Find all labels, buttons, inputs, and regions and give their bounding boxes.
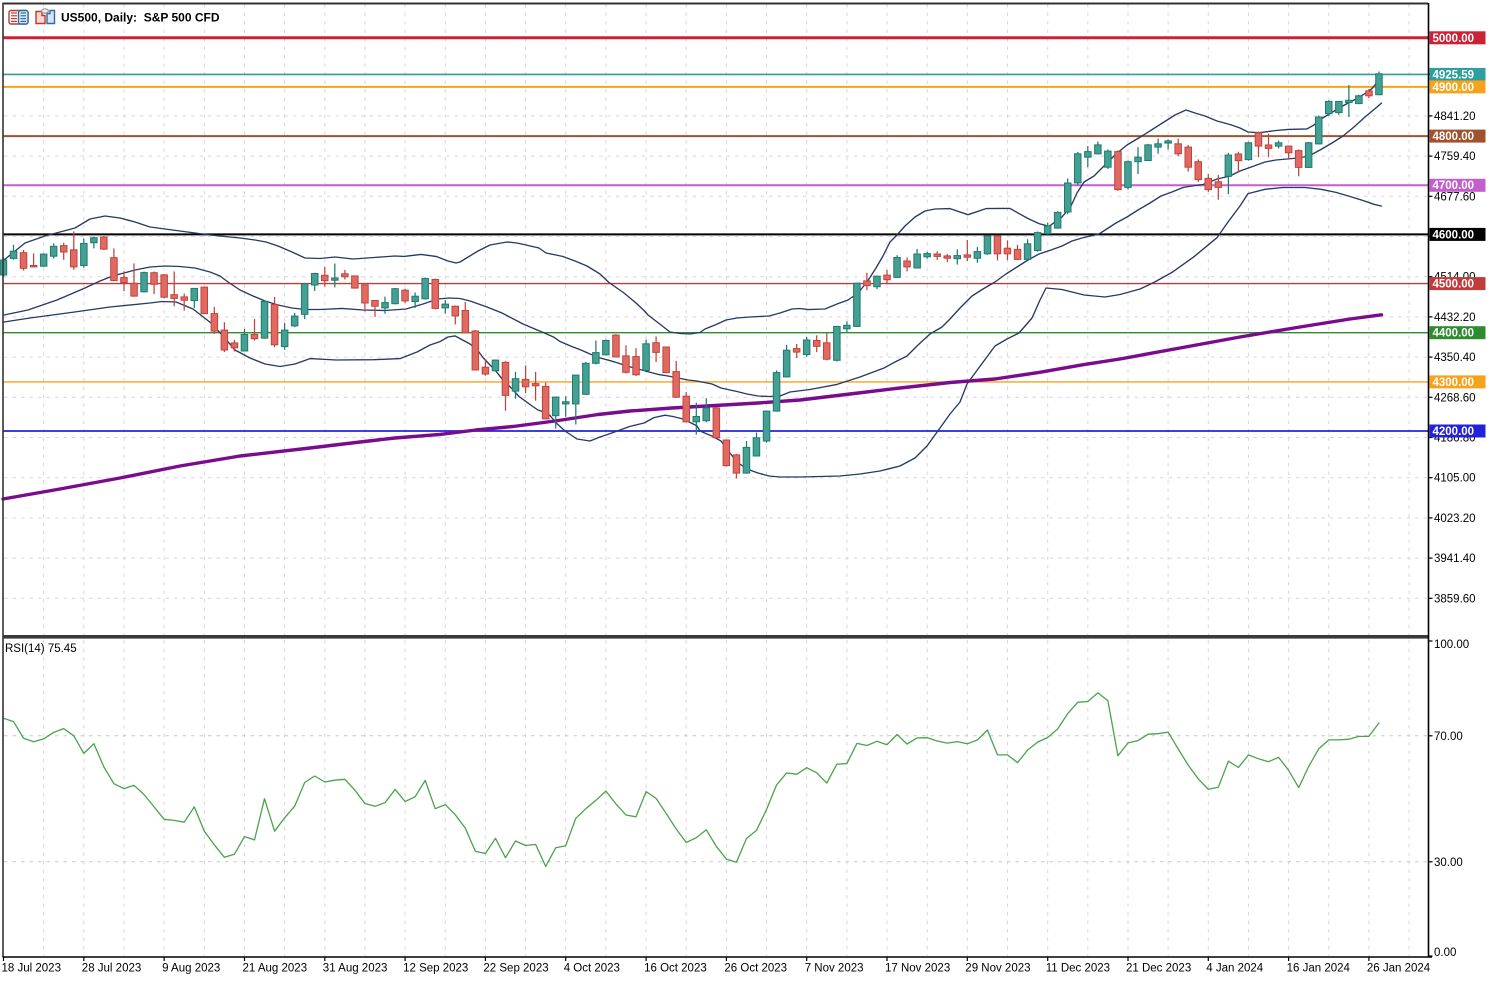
svg-text:4432.20: 4432.20 — [1434, 312, 1476, 324]
svg-text:16 Jan 2024: 16 Jan 2024 — [1287, 963, 1351, 975]
svg-text:4 Oct 2023: 4 Oct 2023 — [564, 963, 620, 975]
svg-text:26 Oct 2023: 26 Oct 2023 — [724, 963, 787, 975]
svg-text:US500, Daily: S&P 500 CFD: US500, Daily: S&P 500 CFD — [61, 11, 220, 25]
svg-text:RSI(14) 75.45: RSI(14) 75.45 — [5, 643, 77, 655]
svg-text:28 Jul 2023: 28 Jul 2023 — [82, 963, 141, 975]
svg-text:4105.00: 4105.00 — [1434, 473, 1476, 485]
svg-text:12 Sep 2023: 12 Sep 2023 — [403, 963, 468, 975]
svg-text:4500.00: 4500.00 — [1433, 279, 1475, 291]
svg-text:18 Jul 2023: 18 Jul 2023 — [2, 963, 61, 975]
svg-text:0.00: 0.00 — [1434, 947, 1456, 959]
svg-text:29 Nov 2023: 29 Nov 2023 — [965, 963, 1030, 975]
svg-text:4023.20: 4023.20 — [1434, 513, 1476, 525]
svg-text:4350.40: 4350.40 — [1434, 352, 1476, 364]
svg-text:4400.00: 4400.00 — [1433, 328, 1475, 340]
svg-text:17 Nov 2023: 17 Nov 2023 — [885, 963, 950, 975]
svg-text:4 Jan 2024: 4 Jan 2024 — [1206, 963, 1264, 975]
svg-text:30.00: 30.00 — [1434, 857, 1463, 869]
svg-text:4300.00: 4300.00 — [1433, 377, 1475, 389]
svg-text:9 Aug 2023: 9 Aug 2023 — [162, 963, 220, 975]
svg-text:4900.00: 4900.00 — [1433, 82, 1475, 94]
svg-text:4800.00: 4800.00 — [1433, 131, 1475, 143]
svg-text:31 Aug 2023: 31 Aug 2023 — [323, 963, 388, 975]
svg-text:4700.00: 4700.00 — [1433, 180, 1475, 192]
svg-text:16 Oct 2023: 16 Oct 2023 — [644, 963, 707, 975]
svg-text:4925.59: 4925.59 — [1433, 69, 1475, 81]
svg-text:22 Sep 2023: 22 Sep 2023 — [483, 963, 548, 975]
svg-text:11 Dec 2023: 11 Dec 2023 — [1046, 963, 1110, 975]
svg-text:4268.60: 4268.60 — [1434, 392, 1476, 404]
svg-text:3941.40: 3941.40 — [1434, 553, 1476, 565]
svg-text:4677.60: 4677.60 — [1434, 191, 1476, 203]
svg-text:21 Dec 2023: 21 Dec 2023 — [1126, 963, 1191, 975]
svg-text:3859.60: 3859.60 — [1434, 593, 1476, 605]
svg-text:4841.20: 4841.20 — [1434, 111, 1476, 123]
svg-text:70.00: 70.00 — [1434, 731, 1463, 743]
svg-text:21 Aug 2023: 21 Aug 2023 — [243, 963, 308, 975]
svg-text:7 Nov 2023: 7 Nov 2023 — [805, 963, 864, 975]
svg-text:4759.40: 4759.40 — [1434, 151, 1476, 163]
svg-text:4600.00: 4600.00 — [1433, 229, 1475, 241]
svg-text:5000.00: 5000.00 — [1433, 33, 1475, 45]
svg-text:4200.00: 4200.00 — [1433, 426, 1475, 438]
svg-text:26 Jan 2024: 26 Jan 2024 — [1367, 963, 1431, 975]
svg-text:100.00: 100.00 — [1434, 639, 1469, 651]
